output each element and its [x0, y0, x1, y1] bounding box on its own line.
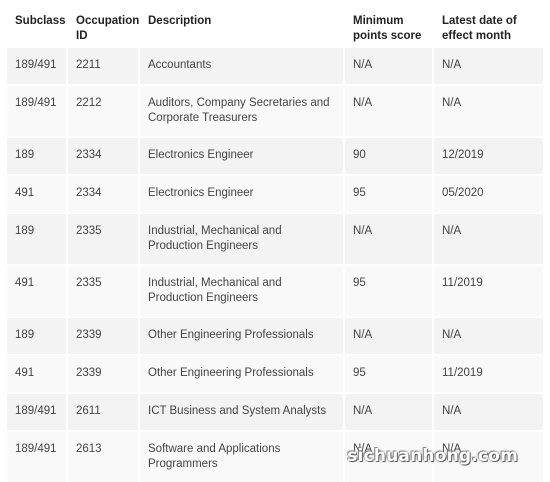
- cell-description: Industrial, Mechanical and Production En…: [140, 212, 345, 264]
- cell-occupation-id: 2334: [68, 136, 140, 174]
- cell-minimum-points: 90: [345, 136, 434, 174]
- cell-latest-date: N/A: [434, 46, 543, 84]
- cell-occupation-id: 2611: [68, 392, 140, 430]
- cell-description: Software and Applications Programmers: [140, 430, 345, 482]
- cell-description: Other Engineering Professionals: [140, 316, 345, 354]
- cell-description: Other Engineering Professionals: [140, 354, 345, 392]
- cell-occupation-id: 2339: [68, 354, 140, 392]
- cell-occupation-id: 2339: [68, 316, 140, 354]
- cell-minimum-points: N/A: [345, 84, 434, 136]
- cell-latest-date: 11/2019: [434, 354, 543, 392]
- cell-description: Electronics Engineer: [140, 136, 345, 174]
- cell-subclass: 189/491: [7, 430, 68, 482]
- cell-subclass: 189/491: [7, 46, 68, 84]
- table-row: 189/491 2212 Auditors, Company Secretari…: [7, 84, 543, 136]
- cell-occupation-id: 2334: [68, 174, 140, 212]
- cell-minimum-points: N/A: [345, 430, 434, 482]
- cell-subclass: 189/491: [7, 84, 68, 136]
- cell-latest-date: 11/2019: [434, 264, 543, 316]
- cell-occupation-id: 2212: [68, 84, 140, 136]
- cell-subclass: 189: [7, 316, 68, 354]
- header-subclass: Subclass: [7, 8, 68, 46]
- table-row: 189/491 2611 ICT Business and System Ana…: [7, 392, 543, 430]
- cell-occupation-id: 2211: [68, 46, 140, 84]
- header-description: Description: [140, 8, 345, 46]
- cell-subclass: 189: [7, 212, 68, 264]
- cell-latest-date: N/A: [434, 212, 543, 264]
- cell-occupation-id: 2335: [68, 264, 140, 316]
- cell-occupation-id: 2335: [68, 212, 140, 264]
- table-row: 189 2334 Electronics Engineer 90 12/2019: [7, 136, 543, 174]
- table-row: 189/491 2613 Software and Applications P…: [7, 430, 543, 482]
- cell-minimum-points: 95: [345, 354, 434, 392]
- cell-minimum-points: 95: [345, 174, 434, 212]
- cell-latest-date: 12/2019: [434, 136, 543, 174]
- cell-description: Accountants: [140, 46, 345, 84]
- cell-subclass: 491: [7, 264, 68, 316]
- cell-minimum-points: N/A: [345, 316, 434, 354]
- table-row: 491 2335 Industrial, Mechanical and Prod…: [7, 264, 543, 316]
- cell-description: Electronics Engineer: [140, 174, 345, 212]
- cell-minimum-points: 95: [345, 264, 434, 316]
- cell-latest-date: N/A: [434, 316, 543, 354]
- cell-latest-date: N/A: [434, 430, 543, 482]
- table-row: 189/491 2211 Accountants N/A N/A: [7, 46, 543, 84]
- cell-subclass: 189/491: [7, 392, 68, 430]
- cell-subclass: 491: [7, 354, 68, 392]
- cell-minimum-points: N/A: [345, 212, 434, 264]
- table-row: 491 2334 Electronics Engineer 95 05/2020: [7, 174, 543, 212]
- cell-subclass: 491: [7, 174, 68, 212]
- table-header-row: Subclass Occupation ID Description Minim…: [7, 8, 543, 46]
- header-minimum-points: Minimum points score: [345, 8, 434, 46]
- cell-minimum-points: N/A: [345, 392, 434, 430]
- cell-latest-date: N/A: [434, 392, 543, 430]
- cell-description: Auditors, Company Secretaries and Corpor…: [140, 84, 345, 136]
- table-row: 189 2339 Other Engineering Professionals…: [7, 316, 543, 354]
- cell-description: ICT Business and System Analysts: [140, 392, 345, 430]
- header-latest-date: Latest date of effect month: [434, 8, 543, 46]
- header-occupation-id: Occupation ID: [68, 8, 140, 46]
- cell-minimum-points: N/A: [345, 46, 434, 84]
- table-row: 491 2339 Other Engineering Professionals…: [7, 354, 543, 392]
- cell-subclass: 189: [7, 136, 68, 174]
- occupation-table: Subclass Occupation ID Description Minim…: [7, 8, 543, 482]
- cell-description: Industrial, Mechanical and Production En…: [140, 264, 345, 316]
- watermark: sichuanhong.com: [347, 446, 518, 466]
- cell-occupation-id: 2613: [68, 430, 140, 482]
- cell-latest-date: N/A: [434, 84, 543, 136]
- cell-latest-date: 05/2020: [434, 174, 543, 212]
- table-row: 189 2335 Industrial, Mechanical and Prod…: [7, 212, 543, 264]
